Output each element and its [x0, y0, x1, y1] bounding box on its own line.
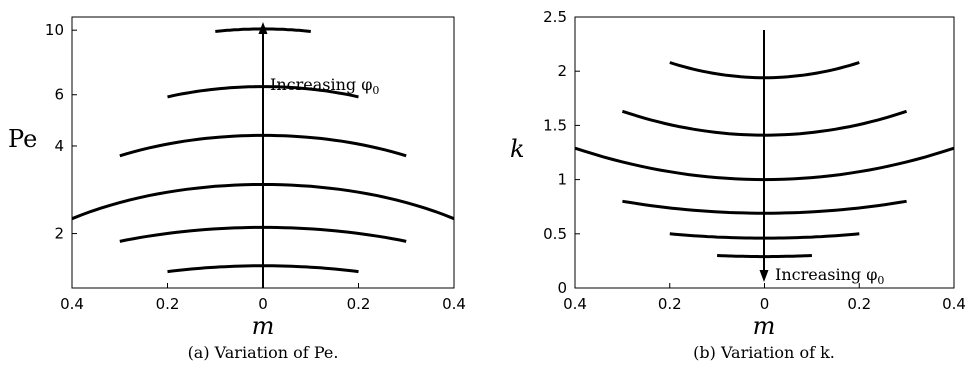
panel-a-y-tick-label: 4 — [54, 137, 64, 155]
panel-b-y-ticks: 0 0.5 1 1.5 2 2.5 — [543, 8, 580, 297]
panel-b-x-tick-label: 0.4 — [563, 295, 587, 313]
panel-b-caption: (b) Variation of k. — [693, 343, 835, 362]
panel-b: 0 0.5 1 1.5 2 2.5 0.4 0.2 0 0.2 0.4 Increasing φ0… — [510, 8, 966, 362]
panel-b-y-tick-label: 2.5 — [543, 8, 567, 26]
panel-a-ylabel: Pe — [8, 125, 37, 153]
panel-b-x-tick-label: 0 — [760, 295, 770, 313]
panel-a-x-ticks: 0.4 0.2 0 0.2 0.4 — [60, 283, 466, 313]
panel-a-x-tick-label: 0 — [258, 295, 268, 313]
panel-a-arrow-head — [258, 22, 268, 34]
panel-b-y-tick-label: 0.5 — [543, 225, 567, 243]
panel-b-y-tick-label: 1.5 — [543, 116, 567, 134]
panel-a-annotation: Increasing φ0 — [270, 75, 379, 97]
panel-b-y-tick-label: 2 — [557, 62, 567, 80]
panel-b-y-tick-label: 1 — [557, 171, 567, 189]
panel-b-x-tick-label: 0.2 — [847, 295, 871, 313]
panel-a-x-tick-label: 0.2 — [156, 295, 180, 313]
panel-b-x-ticks: 0.4 0.2 0 0.2 0.4 — [563, 283, 966, 313]
panel-a-caption: (a) Variation of Pe. — [188, 343, 339, 362]
panel-b-y-tick-label: 0 — [557, 279, 567, 297]
panel-a-xlabel: m — [252, 312, 275, 340]
panel-a-y-ticks: 2 4 6 10 — [45, 21, 77, 243]
panel-a-x-tick-label: 0.4 — [60, 295, 84, 313]
panel-a: 2 4 6 10 0.4 0.2 0 0.2 0.4 Increasing φ0 Pe m (… — [8, 16, 466, 362]
panel-a-x-tick-label: 0.4 — [442, 295, 466, 313]
panel-b-arrow-head — [759, 270, 769, 282]
panel-b-x-tick-label: 0.4 — [942, 295, 966, 313]
panel-b-x-tick-label: 0.2 — [658, 295, 682, 313]
panel-a-y-tick-label: 10 — [45, 21, 64, 39]
panel-a-y-tick-label: 2 — [54, 225, 64, 243]
panel-a-x-tick-label: 0.2 — [347, 295, 371, 313]
panel-b-xlabel: m — [753, 312, 776, 340]
panel-a-y-tick-label: 6 — [54, 86, 64, 104]
panel-b-annotation: Increasing φ0 — [775, 265, 884, 287]
panel-b-ylabel: k — [510, 135, 525, 163]
